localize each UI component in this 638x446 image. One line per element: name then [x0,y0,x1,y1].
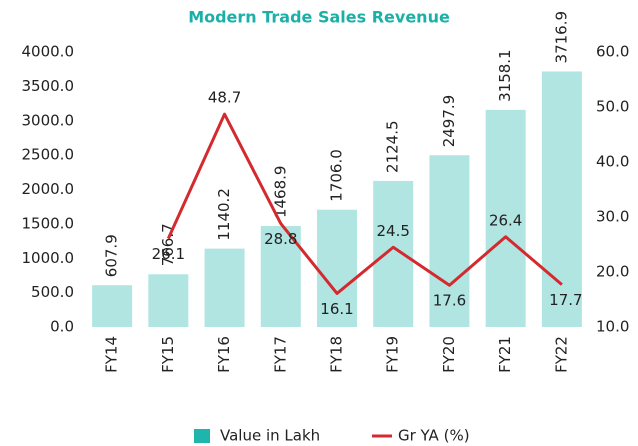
line-value-label: 24.5 [377,222,410,240]
y2-tick-label: 30.0 [596,208,629,226]
bar [260,226,301,327]
bar [92,285,133,327]
line-value-label: 26.1 [152,245,185,263]
chart-title: Modern Trade Sales Revenue [188,8,450,27]
bar [148,274,189,327]
bar [485,109,526,328]
bar [317,209,357,327]
y-tick-label: 1000.0 [22,249,75,267]
legend-label: Gr YA (%) [398,427,470,445]
x-tick-label: FY19 [384,336,402,373]
bar-value-label: 607.9 [103,234,121,277]
line-value-label: 28.8 [264,230,297,248]
bar-value-label: 1706.0 [328,149,346,202]
x-tick-label: FY18 [328,336,346,373]
line-value-label: 17.7 [549,291,582,309]
bar-value-label: 2124.5 [384,120,402,173]
legend-swatch [194,429,210,443]
y-tick-label: 3000.0 [22,111,75,129]
x-tick-label: FY17 [271,336,289,373]
line-value-label: 16.1 [320,300,353,318]
x-tick-label: FY22 [552,336,570,373]
x-tick-label: FY14 [103,336,121,373]
bar [541,71,582,327]
bar-value-label: 2497.9 [440,95,458,148]
bar [204,248,245,327]
x-tick-label: FY16 [215,336,233,373]
bar [429,155,470,327]
bar-value-label: 3158.1 [496,49,514,101]
x-tick-label: FY15 [159,336,177,373]
y2-tick-label: 50.0 [596,98,629,116]
y-tick-label: 500.0 [31,283,74,301]
bar-value-label: 1468.9 [271,166,289,219]
line [166,112,563,295]
x-tick-label: FY20 [440,336,458,373]
line-value-label: 26.4 [489,211,522,229]
y2-tick-label: 40.0 [596,153,629,171]
y2-tick-label: 60.0 [596,43,629,61]
y-tick-label: 3500.0 [22,77,75,95]
y-tick-label: 0.0 [50,318,74,336]
y2-tick-label: 20.0 [596,263,629,281]
bar [373,180,414,327]
bar-value-label: 766.7 [159,223,177,266]
legend-label: Value in Lakh [220,427,320,445]
y-tick-label: 2000.0 [22,180,75,198]
bar-value-label: 1140.2 [215,188,233,240]
bar-value-label: 3716.9 [552,11,570,64]
y-tick-label: 2500.0 [22,146,75,164]
y-tick-label: 4000.0 [22,43,75,61]
y-tick-label: 1500.0 [22,214,75,232]
x-tick-label: FY21 [496,336,514,373]
y2-tick-label: 10.0 [596,318,629,336]
line-value-label: 17.6 [433,292,466,310]
line-value-label: 48.7 [208,89,241,107]
